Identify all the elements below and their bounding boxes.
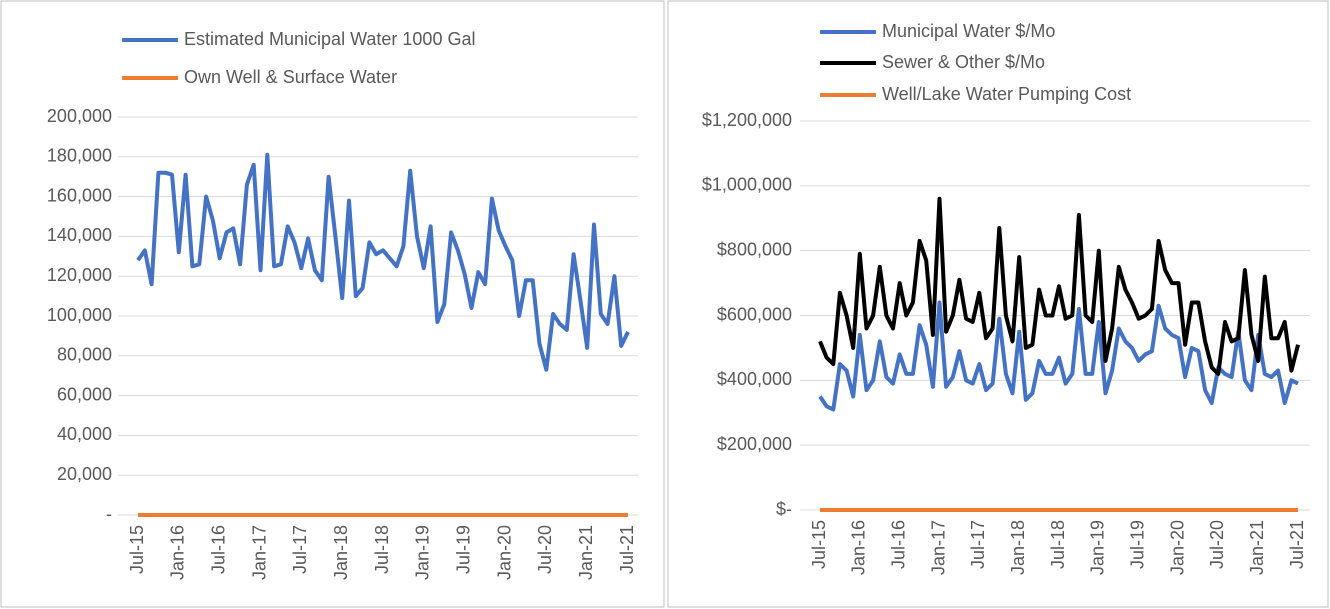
legend-label: Own Well & Surface Water bbox=[184, 67, 397, 87]
legend-label: Sewer & Other $/Mo bbox=[882, 52, 1045, 72]
x-tick-label: Jan-17 bbox=[928, 520, 948, 575]
y-tick-label: 60,000 bbox=[57, 384, 112, 404]
x-tick-label: Jan-20 bbox=[1167, 520, 1187, 575]
x-tick-label: Jan-21 bbox=[576, 525, 596, 580]
y-tick-label: $400,000 bbox=[717, 369, 792, 389]
x-tick-label: Jul-20 bbox=[535, 525, 555, 574]
x-tick-label: Jul-15 bbox=[809, 520, 829, 569]
y-tick-label: $- bbox=[776, 499, 792, 519]
y-tick-label: 100,000 bbox=[47, 305, 112, 325]
y-tick-label: 200,000 bbox=[47, 106, 112, 126]
x-tick-label: Jan-16 bbox=[849, 520, 869, 575]
x-tick-label: Jul-17 bbox=[968, 520, 988, 569]
data-line bbox=[818, 300, 1299, 412]
y-tick-label: 40,000 bbox=[57, 424, 112, 444]
legend-label: Estimated Municipal Water 1000 Gal bbox=[184, 29, 475, 49]
x-tick-label: Jul-21 bbox=[1287, 520, 1307, 569]
x-tick-label: Jul-19 bbox=[1127, 520, 1147, 569]
data-line bbox=[136, 152, 630, 372]
y-tick-label: 20,000 bbox=[57, 464, 112, 484]
y-tick-label: $200,000 bbox=[717, 434, 792, 454]
x-tick-label: Jul-15 bbox=[127, 525, 147, 574]
x-tick-label: Jul-20 bbox=[1207, 520, 1227, 569]
x-tick-label: Jul-16 bbox=[208, 525, 228, 574]
y-tick-label: 120,000 bbox=[47, 265, 112, 285]
x-tick-label: Jul-17 bbox=[290, 525, 310, 574]
y-tick-label: $1,200,000 bbox=[702, 110, 792, 130]
x-tick-label: Jul-19 bbox=[453, 525, 473, 574]
x-tick-label: Jan-18 bbox=[1008, 520, 1028, 575]
x-tick-label: Jul-18 bbox=[372, 525, 392, 574]
y-tick-label: 140,000 bbox=[47, 225, 112, 245]
right-panel bbox=[667, 0, 1329, 608]
data-line bbox=[818, 196, 1300, 376]
x-tick-label: Jan-19 bbox=[413, 525, 433, 580]
legend-label: Municipal Water $/Mo bbox=[882, 21, 1055, 41]
legend-label: Well/Lake Water Pumping Cost bbox=[882, 84, 1131, 104]
x-tick-label: Jul-18 bbox=[1048, 520, 1068, 569]
x-tick-label: Jan-17 bbox=[249, 525, 269, 580]
x-tick-label: Jul-21 bbox=[617, 525, 637, 574]
x-tick-label: Jan-20 bbox=[494, 525, 514, 580]
left-panel bbox=[0, 0, 665, 608]
y-tick-label: $600,000 bbox=[717, 304, 792, 324]
x-tick-label: Jul-16 bbox=[888, 520, 908, 569]
y-tick-label: $800,000 bbox=[717, 239, 792, 259]
x-tick-label: Jan-18 bbox=[331, 525, 351, 580]
y-tick-label: 160,000 bbox=[47, 185, 112, 205]
y-tick-label: $1,000,000 bbox=[702, 175, 792, 195]
y-tick-label: 80,000 bbox=[57, 345, 112, 365]
x-tick-label: Jan-19 bbox=[1088, 520, 1108, 575]
x-tick-label: Jan-16 bbox=[168, 525, 188, 580]
y-tick-label: 180,000 bbox=[47, 146, 112, 166]
x-tick-label: Jan-21 bbox=[1247, 520, 1267, 575]
y-tick-label: - bbox=[106, 504, 112, 524]
